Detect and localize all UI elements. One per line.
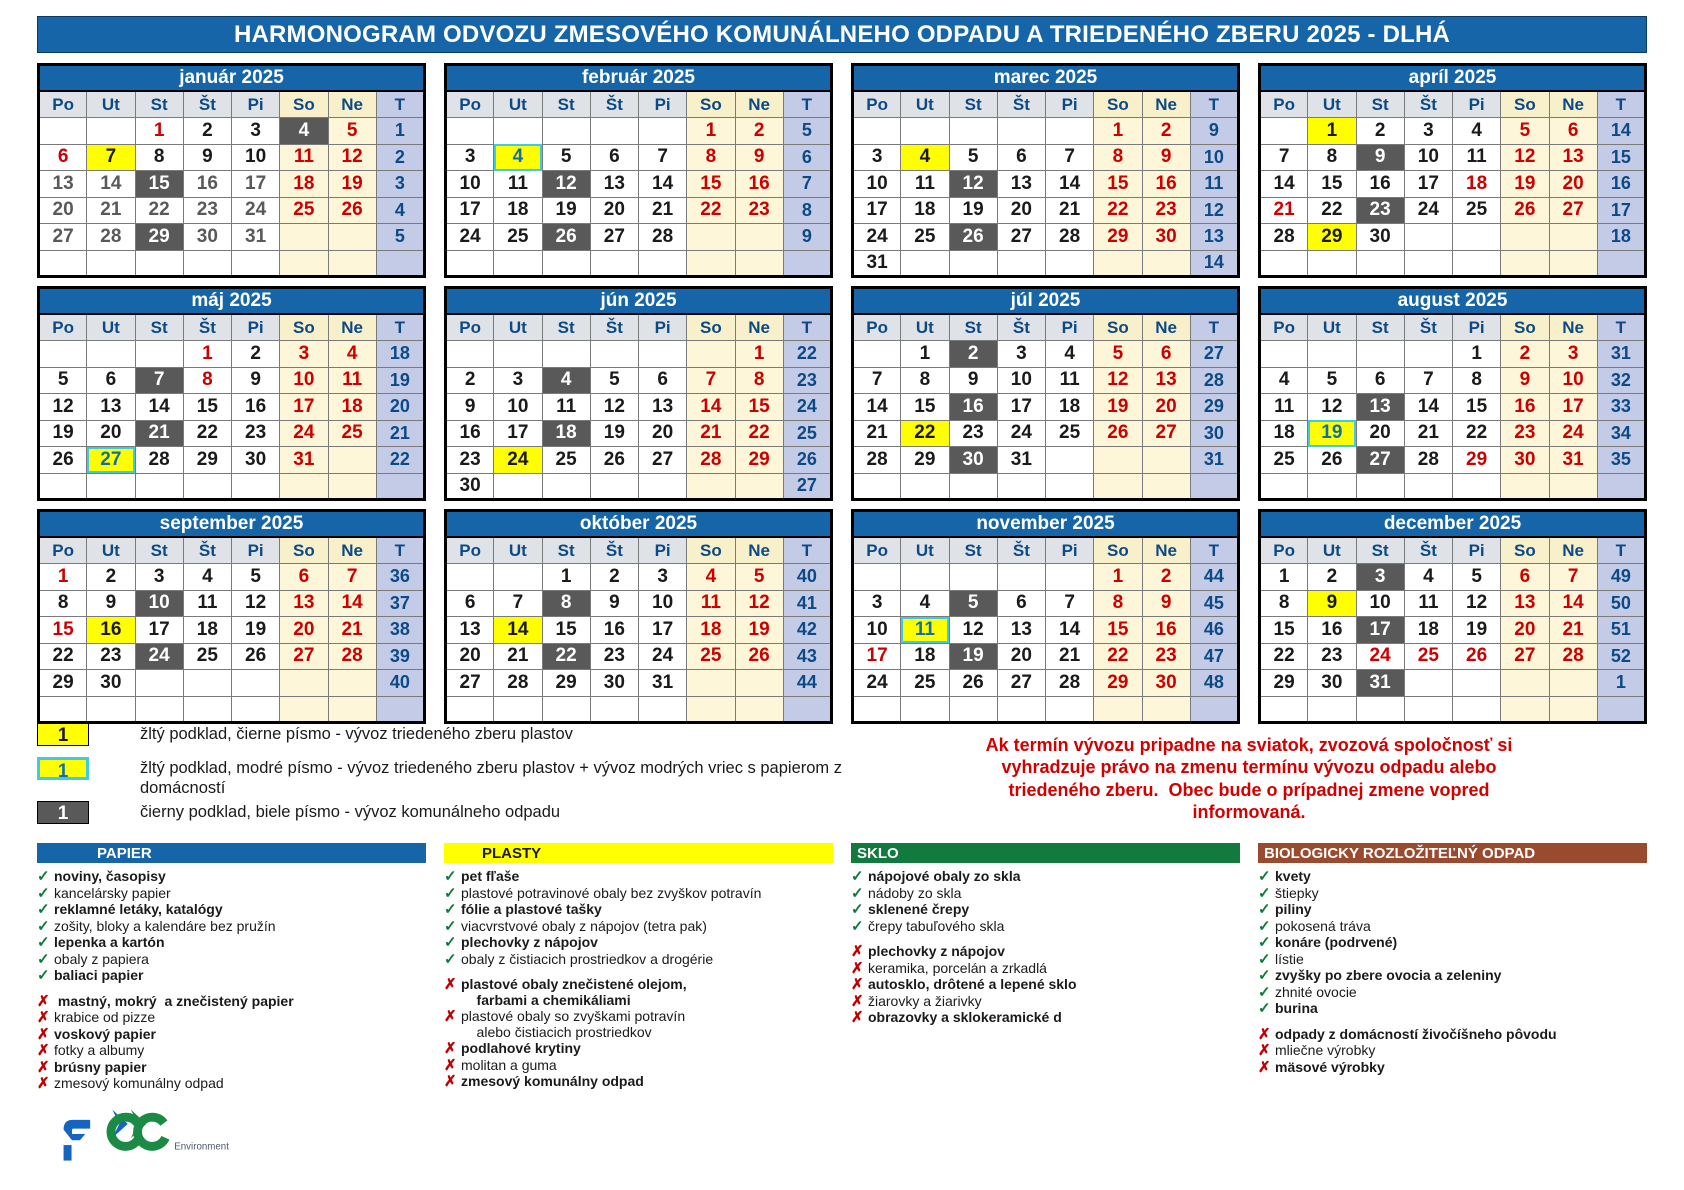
svg-text:Environment: Environment xyxy=(174,1142,229,1153)
